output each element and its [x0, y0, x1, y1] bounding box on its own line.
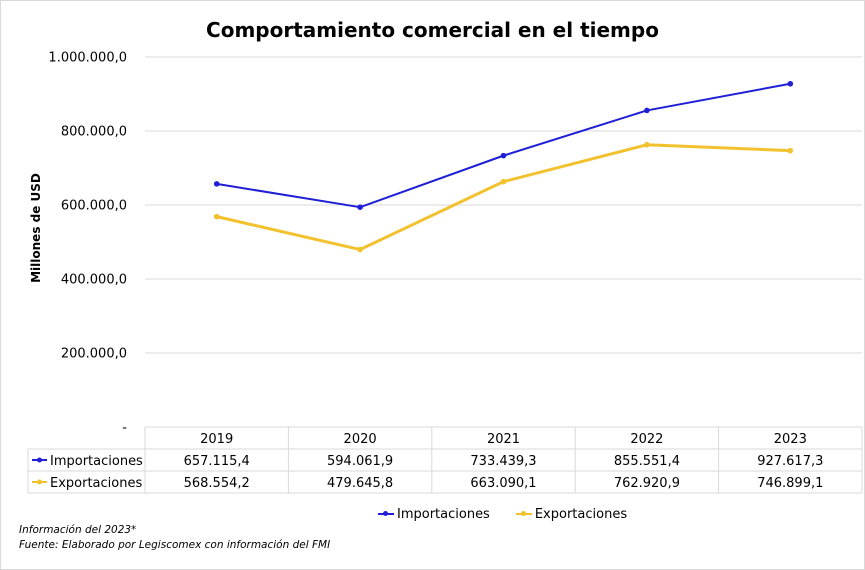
legend-swatch-exportaciones	[515, 511, 532, 516]
data-point-importaciones	[500, 152, 507, 159]
table-cell-value: 855.551,4	[614, 454, 680, 469]
data-point-importaciones	[213, 181, 220, 187]
table-cell-value: 746.899,1	[757, 476, 823, 491]
legend-label-importaciones: Importaciones	[397, 506, 490, 522]
y-tick-label: 600.000,0	[61, 199, 127, 214]
series-line-importaciones	[216, 82, 791, 209]
x-tick-label: 2021	[487, 432, 520, 447]
line-chart-plot: - 200.000,0 400.000,0 600.000,0 800.000,0 1.0…	[27, 51, 863, 494]
y-tick-label: 800.000,0	[61, 125, 127, 140]
y-tick-label: 1.000.000,0	[48, 51, 127, 66]
legend-swatch-importaciones	[378, 511, 394, 516]
legend-label-exportaciones: Exportaciones	[534, 506, 628, 522]
table-row-label: Importaciones	[50, 454, 143, 469]
table-legend-key-dot	[37, 479, 42, 485]
legend-item-exportaciones: Exportaciones	[515, 506, 628, 522]
data-point-exportaciones	[213, 213, 220, 220]
y-tick-label: 200.000,0	[61, 347, 127, 362]
chart-legend: Importaciones Exportaciones	[378, 505, 653, 523]
y-tick-label: -	[122, 421, 127, 436]
x-tick-label: 2020	[344, 432, 377, 447]
data-point-exportaciones	[644, 141, 650, 148]
table-cell-value: 568.554,2	[184, 476, 250, 491]
table-cell-value: 479.645,8	[327, 476, 393, 491]
table-cell-value: 762.920,9	[614, 476, 680, 491]
data-point-importaciones	[787, 80, 794, 87]
data-point-exportaciones	[357, 246, 363, 253]
table-cell-value: 594.061,9	[327, 454, 393, 469]
chart-title: Comportamiento comercial en el tiempo	[206, 18, 659, 42]
table-cell-value: 657.115,4	[184, 454, 250, 469]
y-tick-label: 400.000,0	[61, 273, 127, 288]
table-cell-value: 733.439,3	[470, 454, 536, 469]
data-point-importaciones	[357, 204, 363, 210]
note-info-year: Información del 2023*	[19, 524, 137, 536]
x-tick-label: 2022	[630, 432, 663, 447]
table-row-label: Exportaciones	[50, 476, 142, 491]
chart-notes: Información del 2023* Fuente: Elaborado …	[19, 523, 330, 553]
table-cell-value: 663.090,1	[470, 476, 536, 491]
note-source: Fuente: Elaborado por Legiscomex con inf…	[19, 539, 331, 551]
data-point-exportaciones	[787, 147, 794, 154]
data-point-exportaciones	[500, 178, 507, 185]
x-tick-label: 2023	[774, 432, 807, 447]
x-tick-label: 2019	[200, 432, 233, 447]
data-point-importaciones	[644, 107, 650, 114]
legend-item-importaciones: Importaciones	[378, 507, 490, 522]
table-cell-value: 927.617,3	[757, 454, 823, 469]
table-legend-key-dot	[37, 457, 42, 463]
